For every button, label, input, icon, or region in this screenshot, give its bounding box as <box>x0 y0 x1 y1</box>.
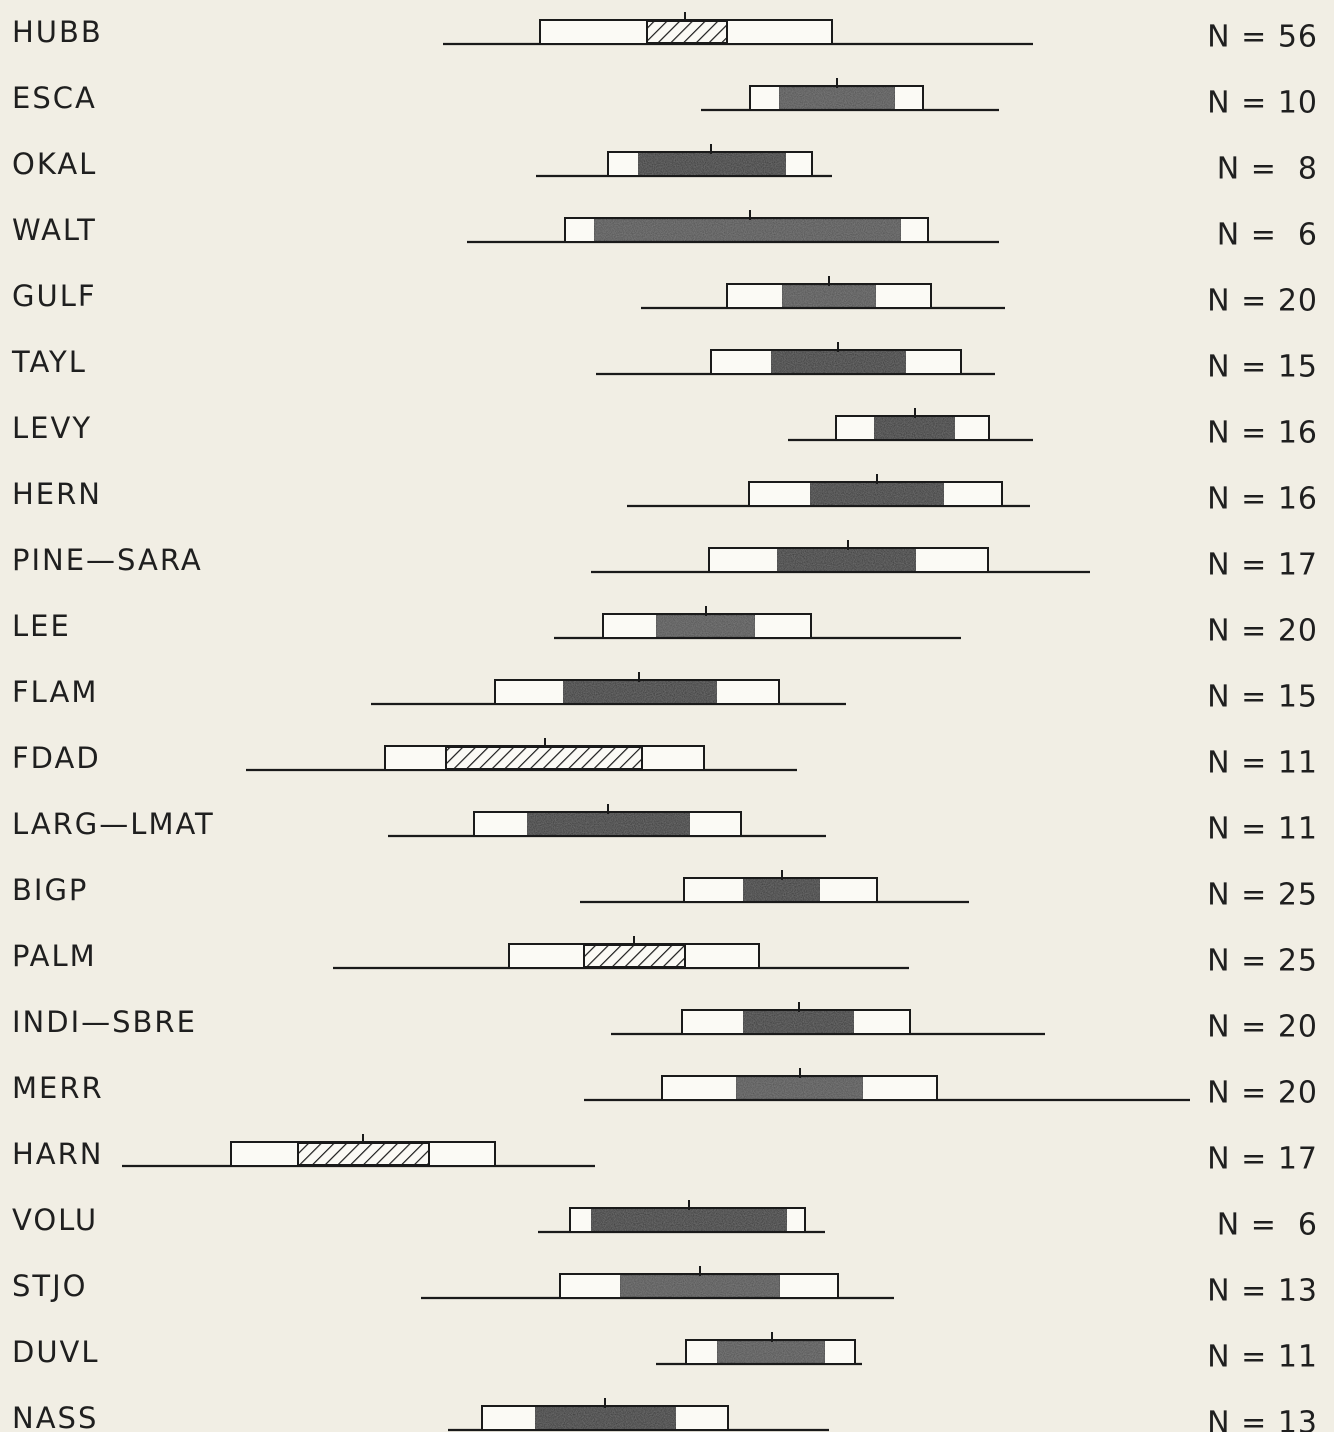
row-label: FDAD <box>12 741 101 775</box>
chart-row: BIGP N = 25 <box>12 870 1318 913</box>
row-label: PINE—SARA <box>12 543 203 577</box>
inner-box <box>655 614 756 638</box>
inner-box <box>637 152 787 176</box>
sample-size-label: N = 25 <box>1207 944 1318 979</box>
sample-size-label: N = 11 <box>1207 1340 1318 1375</box>
chart-row: HERN N = 16 <box>12 474 1318 517</box>
row-label: VOLU <box>12 1203 98 1237</box>
chart-row: NASS N = 13 <box>12 1398 1318 1432</box>
row-label: LARG—LMAT <box>12 807 215 841</box>
chart-row: GULF N = 20 <box>12 276 1318 319</box>
sample-size-label: N = 15 <box>1207 350 1318 385</box>
sample-size-label: N = 10 <box>1207 86 1318 121</box>
row-label: DUVL <box>12 1335 100 1369</box>
inner-box <box>742 878 821 902</box>
sample-size-label: N = 13 <box>1207 1406 1318 1432</box>
inner-box <box>716 1340 826 1364</box>
sample-size-label: N = 25 <box>1207 878 1318 913</box>
chart-row: STJO N = 13 <box>12 1266 1318 1309</box>
chart-row: DUVL N = 11 <box>12 1332 1318 1375</box>
row-label: WALT <box>12 213 97 247</box>
sample-size-label: N = 17 <box>1207 548 1318 583</box>
row-label: INDI—SBRE <box>12 1005 197 1039</box>
chart-row: VOLU N = 6 <box>12 1200 1318 1243</box>
inner-box <box>770 350 907 374</box>
sample-size-label: N = 16 <box>1207 482 1318 517</box>
row-label: LEE <box>12 609 71 643</box>
inner-box <box>562 680 718 704</box>
row-label: TAYL <box>11 345 87 379</box>
inner-box <box>619 1274 781 1298</box>
sample-size-label: N = 8 <box>1217 152 1318 187</box>
inner-box <box>809 482 945 506</box>
inner-box <box>781 284 877 308</box>
chart-row: LEE N = 20 <box>12 606 1318 649</box>
sample-size-label: N = 16 <box>1207 416 1318 451</box>
inner-box <box>583 944 686 968</box>
sample-size-label: N = 6 <box>1217 1208 1318 1243</box>
chart-rows: HUBB N = 56 ESCA N = 10 OKAL N = 8 WALT N = 6 GU… <box>11 12 1318 1432</box>
inner-box <box>593 218 902 242</box>
inner-box <box>873 416 956 440</box>
inner-box <box>534 1406 677 1430</box>
row-label: ESCA <box>12 81 97 115</box>
chart-row: FLAM N = 15 <box>12 672 1318 715</box>
inner-box <box>590 1208 788 1232</box>
inner-box <box>735 1076 864 1100</box>
chart-row: INDI—SBRE N = 20 <box>12 1002 1318 1045</box>
sample-size-label: N = 20 <box>1207 1076 1318 1111</box>
sample-size-label: N = 56 <box>1207 20 1318 55</box>
inner-box <box>776 548 917 572</box>
chart-row: LARG—LMAT N = 11 <box>12 804 1318 847</box>
row-label: PALM <box>12 939 97 973</box>
row-label: BIGP <box>12 873 88 907</box>
chart-row: MERR N = 20 <box>12 1068 1318 1111</box>
chart-row: TAYL N = 15 <box>11 342 1318 385</box>
inner-box <box>778 86 896 110</box>
inner-box <box>646 20 728 44</box>
chart-row: LEVY N = 16 <box>12 408 1318 451</box>
row-label: HUBB <box>12 15 103 49</box>
row-label: NASS <box>12 1401 98 1432</box>
row-label: LEVY <box>12 411 92 445</box>
chart-row: PINE—SARA N = 17 <box>12 540 1318 583</box>
sample-size-label: N = 17 <box>1207 1142 1318 1177</box>
chart-row: HARN N = 17 <box>12 1134 1318 1177</box>
sample-size-label: N = 20 <box>1207 284 1318 319</box>
chart-row: PALM N = 25 <box>12 936 1318 979</box>
chart-row: WALT N = 6 <box>12 210 1318 253</box>
row-label: MERR <box>12 1071 104 1105</box>
sample-size-label: N = 20 <box>1207 1010 1318 1045</box>
sample-size-label: N = 20 <box>1207 614 1318 649</box>
sample-size-label: N = 6 <box>1217 218 1318 253</box>
chart-row: FDAD N = 11 <box>12 738 1318 781</box>
sample-size-label: N = 11 <box>1207 812 1318 847</box>
inner-box <box>526 812 691 836</box>
inner-box <box>742 1010 855 1034</box>
sample-size-label: N = 13 <box>1207 1274 1318 1309</box>
inner-box <box>445 746 643 770</box>
row-label: STJO <box>12 1269 88 1303</box>
chart-row: HUBB N = 56 <box>12 12 1318 55</box>
chart-row: OKAL N = 8 <box>12 144 1318 187</box>
row-label: GULF <box>12 279 97 313</box>
inner-box <box>297 1142 430 1166</box>
row-label: OKAL <box>12 147 97 181</box>
row-label: HERN <box>12 477 102 511</box>
sample-size-label: N = 11 <box>1207 746 1318 781</box>
sample-size-label: N = 15 <box>1207 680 1318 715</box>
chart-row: ESCA N = 10 <box>12 78 1318 121</box>
row-label: FLAM <box>12 675 98 709</box>
row-label: HARN <box>12 1137 104 1171</box>
